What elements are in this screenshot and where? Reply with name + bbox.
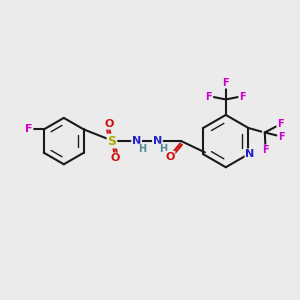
Text: F: F [278,132,285,142]
Text: F: F [223,78,229,88]
Text: N: N [153,136,162,146]
Text: N: N [245,149,255,159]
Text: O: O [165,152,175,161]
Text: S: S [107,135,116,148]
Text: F: F [25,124,33,134]
Text: F: F [239,92,246,101]
Text: F: F [262,145,269,155]
Text: N: N [132,136,141,146]
Text: H: H [159,144,167,154]
Text: F: F [206,92,212,101]
Text: H: H [138,144,146,154]
Text: O: O [110,153,120,163]
Text: F: F [277,119,284,129]
Text: O: O [104,119,114,129]
